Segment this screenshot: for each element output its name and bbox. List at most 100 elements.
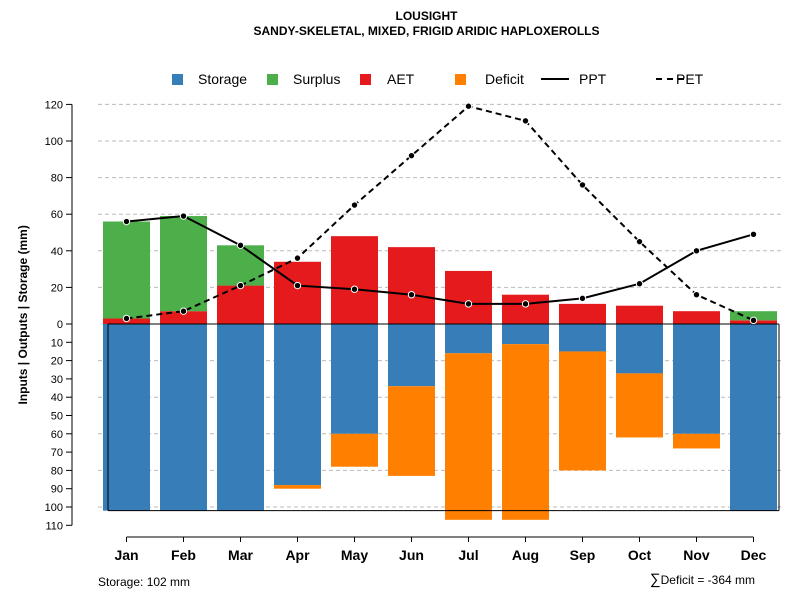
- aet-bar: [559, 303, 606, 324]
- x-tick-label: Feb: [171, 547, 196, 563]
- aet-bar: [274, 261, 321, 324]
- pet-line-point: [350, 201, 359, 209]
- storage-bar: [274, 324, 321, 486]
- pet-line-point: [635, 237, 644, 246]
- y-tick-label: 80: [51, 173, 63, 185]
- deficit-footer: ∑Deficit = -364 mm: [650, 571, 755, 588]
- ppt-line-point: [350, 285, 359, 293]
- legend-label: PPT: [579, 71, 607, 87]
- storage-bar: [616, 324, 663, 374]
- chart-title: LOUSIGHT: [395, 9, 458, 23]
- y-tick-label: 120: [45, 99, 63, 111]
- storage-bar: [502, 324, 549, 345]
- storage-bar: [103, 324, 150, 511]
- y-tick-label: 100: [45, 502, 63, 514]
- y-tick-label: 20: [51, 356, 63, 368]
- x-tick-label: Nov: [683, 547, 710, 563]
- pet-line: [126, 105, 754, 322]
- x-tick-label: Jun: [399, 547, 424, 563]
- pet-line-point: [749, 316, 758, 325]
- legend-label: Storage: [198, 71, 247, 87]
- aet-bar: [673, 311, 720, 324]
- ppt-line-point: [521, 300, 530, 308]
- deficit-bar: [616, 373, 663, 438]
- pet-line-point: [293, 254, 302, 262]
- deficit-bar: [274, 485, 321, 489]
- legend-swatch: [455, 74, 466, 85]
- y-tick-label: 60: [51, 209, 63, 221]
- ppt-line-point: [635, 280, 644, 288]
- aet-bar: [160, 311, 207, 324]
- ppt-line-point: [179, 212, 188, 220]
- chart-subtitle: SANDY-SKELETAL, MIXED, FRIGID ARIDIC HAP…: [253, 24, 600, 38]
- y-tick-label: 100: [45, 136, 63, 148]
- aet-bar: [331, 236, 378, 324]
- x-tick-label: Mar: [228, 547, 253, 563]
- pet-line-point: [521, 117, 530, 125]
- surplus-bar: [103, 221, 150, 319]
- ppt-line-point: [293, 281, 302, 290]
- y-tick-label: 10: [51, 337, 63, 349]
- storage-bar: [445, 324, 492, 354]
- legend-swatch: [172, 74, 183, 85]
- ppt-line-point: [464, 300, 473, 308]
- ppt-line-point: [749, 230, 758, 239]
- ppt-line-point: [692, 247, 701, 255]
- legend-swatch: [360, 74, 371, 85]
- aet-bar: [445, 270, 492, 324]
- ppt-line-point: [578, 294, 587, 303]
- y-tick-label: 80: [51, 465, 63, 477]
- legend-label: Surplus: [293, 71, 340, 87]
- deficit-bar: [673, 433, 720, 449]
- storage-bar: [217, 324, 264, 511]
- deficit-bar: [331, 433, 378, 467]
- y-tick-label: 60: [51, 429, 63, 441]
- legend-label: AET: [387, 71, 415, 87]
- ppt-line: [126, 215, 754, 305]
- storage-bar: [559, 324, 606, 352]
- x-tick-label: Jan: [114, 547, 138, 563]
- y-tick-label: 20: [51, 282, 63, 294]
- y-tick-label: 40: [51, 392, 63, 404]
- pet-line-point: [407, 151, 416, 160]
- x-tick-label: May: [341, 547, 368, 563]
- sigma-symbol: ∑: [649, 571, 661, 588]
- pet-line-point: [179, 307, 188, 315]
- ppt-line-point: [122, 217, 131, 226]
- x-tick-label: Apr: [285, 547, 310, 563]
- deficit-bar: [502, 344, 549, 520]
- storage-bar: [730, 324, 777, 511]
- pet-line-point: [236, 281, 245, 290]
- aet-bar: [616, 305, 663, 324]
- storage-bar: [388, 324, 435, 387]
- pet-line-point: [692, 291, 701, 299]
- storage-footer: Storage: 102 mm: [98, 575, 191, 589]
- ppt-line-point: [407, 291, 416, 299]
- y-tick-label: 70: [51, 447, 63, 459]
- storage-bar: [673, 324, 720, 434]
- surplus-bar: [730, 311, 777, 321]
- x-tick-label: Oct: [628, 547, 652, 563]
- y-tick-label: 40: [51, 246, 63, 258]
- legend-swatch: [267, 74, 278, 85]
- pet-line-point: [464, 102, 473, 110]
- y-tick-label: 50: [51, 411, 63, 423]
- deficit-bar: [388, 386, 435, 476]
- aet-bar: [388, 247, 435, 324]
- legend-label: Deficit: [485, 71, 524, 87]
- y-tick-label: 90: [51, 484, 63, 496]
- pet-line-point: [578, 181, 587, 189]
- deficit-bar: [445, 353, 492, 520]
- legend-label: PET: [676, 71, 704, 87]
- y-tick-label: 0: [57, 319, 63, 331]
- deficit-bar: [559, 351, 606, 471]
- storage-bar: [331, 324, 378, 434]
- aet-bar: [217, 285, 264, 324]
- storage-bar: [160, 324, 207, 511]
- ppt-line-point: [236, 241, 245, 250]
- y-tick-label: 30: [51, 374, 63, 386]
- y-tick-label: 110: [45, 520, 63, 532]
- x-tick-label: Jul: [458, 547, 478, 563]
- x-tick-label: Aug: [512, 547, 539, 563]
